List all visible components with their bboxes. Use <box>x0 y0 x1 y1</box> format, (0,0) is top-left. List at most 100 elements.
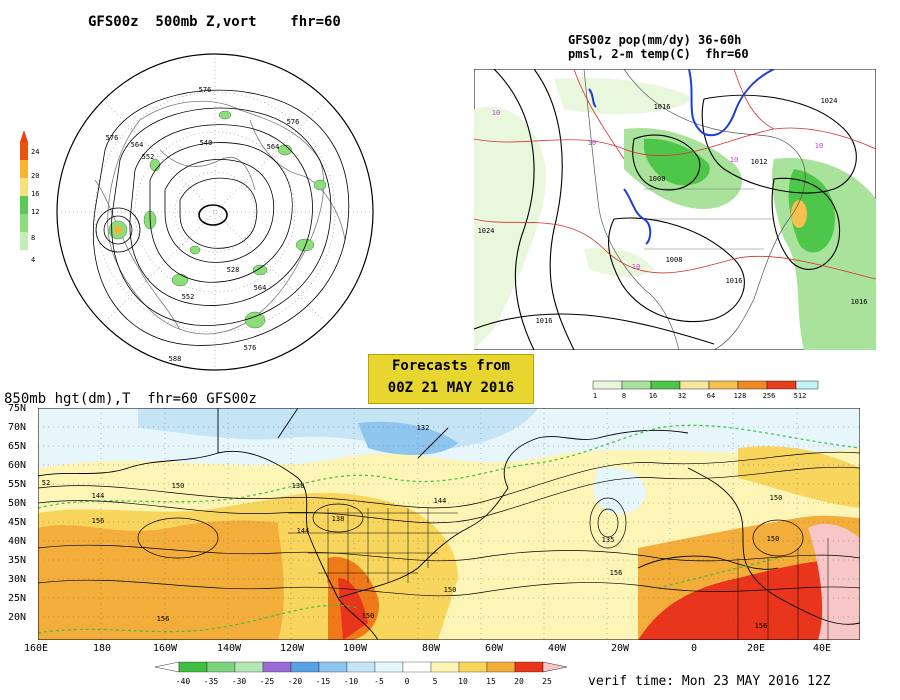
polar-colorbar-label: 16 <box>31 190 39 198</box>
main-contour-label: 150 <box>172 482 185 490</box>
lon-tick: 180 <box>93 643 112 654</box>
polar-contour-label: 576 <box>244 344 257 352</box>
lat-tick: 40N <box>8 536 27 547</box>
lat-tick: 65N <box>8 441 27 452</box>
na-temp-label: 10 <box>815 142 823 150</box>
polar-contour-label: 564 <box>267 143 280 151</box>
polar-colorbar-label: 8 <box>31 234 35 242</box>
polar-map-title: GFS00z 500mb Z,vort fhr=60 <box>88 14 341 30</box>
main-contour-label: 138 <box>292 482 305 490</box>
main-contour-label: 150 <box>362 612 375 620</box>
main-contour-label: 156 <box>157 615 170 623</box>
lon-tick: 160E <box>24 643 49 654</box>
lon-tick: 60W <box>485 643 504 654</box>
forecast-info-box: Forecasts from 00Z 21 MAY 2016 <box>368 354 534 404</box>
main-contour-label: 144 <box>434 497 447 505</box>
main-contour-label: 144 <box>297 527 310 535</box>
main-contour-label: 135 <box>602 536 615 544</box>
polar-contour-label: 576 <box>287 118 300 126</box>
na-colorbar-label: 8 <box>622 392 626 400</box>
na-colorbar-label: 1 <box>593 392 597 400</box>
polar-contour-label: 588 <box>169 355 182 363</box>
na-isobar-label: 1012 <box>751 158 768 166</box>
main-contour-label: 156 <box>755 622 768 630</box>
polar-contour-label: 576 <box>199 86 212 94</box>
na-isobar-label: 1024 <box>821 97 838 105</box>
lon-tick: 40W <box>548 643 567 654</box>
temp-colorbar-label: -30 <box>232 677 247 686</box>
lat-tick: 20N <box>8 612 27 623</box>
na-map-title-line1: GFS00z pop(mm/dy) 36-60h <box>568 33 742 47</box>
main-map-lon-axis: 160E 180 160W 140W 120W 100W 80W 60W 40W… <box>20 643 880 657</box>
polar-contour-label: 564 <box>131 141 144 149</box>
lon-tick: 80W <box>422 643 441 654</box>
temp-colorbar-label: 5 <box>433 677 438 686</box>
polar-contour-label: 576 <box>106 134 119 142</box>
verif-time: verif time: Mon 23 MAY 2016 12Z <box>588 674 831 689</box>
main-map-lat-axis: 75N 70N 65N 60N 55N 50N 45N 40N 35N 30N … <box>0 403 36 643</box>
temperature-colorbar: -40 -35 -30 -25 -20 -15 -10 -5 0 5 10 15… <box>155 661 568 686</box>
na-colorbar-label: 256 <box>763 392 776 400</box>
lat-tick: 35N <box>8 555 27 566</box>
temp-colorbar-label: -35 <box>204 677 219 686</box>
lat-tick: 50N <box>8 498 27 509</box>
na-temp-label: 10 <box>492 109 500 117</box>
polar-contour-label: 540 <box>200 139 213 147</box>
polar-contour-label: 552 <box>182 293 195 301</box>
polar-contour-label: 552 <box>142 153 155 161</box>
na-colorbar-label: 16 <box>649 392 657 400</box>
temp-colorbar-label: -10 <box>344 677 359 686</box>
na-isobar-label: 1008 <box>666 256 683 264</box>
temp-colorbar-label: 0 <box>405 677 410 686</box>
na-temp-label: 10 <box>730 156 738 164</box>
forecast-info-line1: Forecasts from <box>391 358 510 374</box>
polar-colorbar-label: 12 <box>31 208 39 216</box>
na-colorbar: 1 8 16 32 64 128 256 512 <box>592 380 819 400</box>
polar-map-contours <box>57 54 373 370</box>
temp-colorbar-label: -20 <box>288 677 303 686</box>
main-contour-label: 150 <box>770 494 783 502</box>
na-isobar-label: 1024 <box>478 227 495 235</box>
na-isobar-label: 1000 <box>649 175 666 183</box>
lon-tick: 40E <box>813 643 832 654</box>
lat-tick: 30N <box>8 574 27 585</box>
polar-colorbar-label: 20 <box>31 172 39 180</box>
lat-tick: 60N <box>8 460 27 471</box>
temp-colorbar-label: 20 <box>514 677 524 686</box>
main-map: 132 138 144 150 156 144 150 138 156 150 … <box>38 408 860 640</box>
main-map-title: 850mb hgt(dm),T fhr=60 GFS00z <box>4 391 257 407</box>
lon-tick: 20E <box>747 643 766 654</box>
temp-colorbar-label: -25 <box>260 677 275 686</box>
temp-colorbar-label: -40 <box>176 677 191 686</box>
na-isobar-label: 1016 <box>851 298 868 306</box>
lon-tick: 0 <box>691 643 698 654</box>
main-contour-label: 138 <box>332 515 345 523</box>
main-contour-label: 156 <box>610 569 623 577</box>
lat-tick: 75N <box>8 403 27 414</box>
lon-tick: 120W <box>280 643 305 654</box>
na-colorbar-label: 512 <box>794 392 807 400</box>
lon-tick: 140W <box>217 643 242 654</box>
lon-tick: 160W <box>153 643 178 654</box>
main-contour-label: 156 <box>92 517 105 525</box>
na-isobar-label: 1016 <box>536 317 553 325</box>
lat-tick: 55N <box>8 479 27 490</box>
na-colorbar-label: 64 <box>707 392 715 400</box>
main-contour-label: 150 <box>767 535 780 543</box>
polar-contour-label: 564 <box>254 284 267 292</box>
na-colorbar-label: 32 <box>678 392 686 400</box>
lon-tick: 100W <box>343 643 368 654</box>
polar-contour-label: 528 <box>227 266 240 274</box>
main-contour-label: 52 <box>42 479 50 487</box>
polar-colorbar: 24 20 16 12 8 4 <box>20 130 39 264</box>
temp-colorbar-label: 25 <box>542 677 552 686</box>
main-contour-label: 144 <box>92 492 105 500</box>
temp-colorbar-label: -15 <box>316 677 331 686</box>
na-map-title-line2: pmsl, 2-m temp(C) fhr=60 <box>568 47 749 61</box>
lat-tick: 25N <box>8 593 27 604</box>
polar-colorbar-label: 24 <box>31 148 39 156</box>
temp-colorbar-label: 10 <box>458 677 468 686</box>
na-isobar-label: 1016 <box>654 103 671 111</box>
main-contour-label: 132 <box>417 424 430 432</box>
